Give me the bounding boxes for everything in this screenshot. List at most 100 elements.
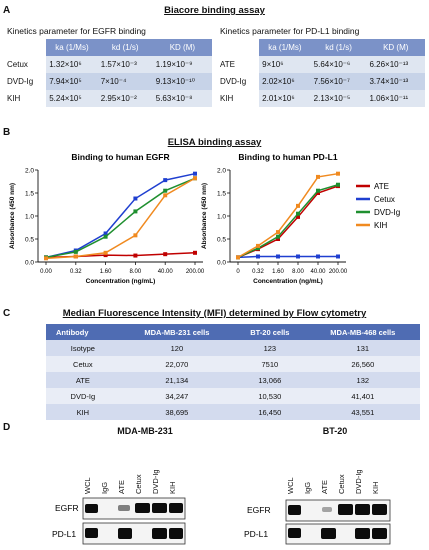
- data-point: [103, 250, 108, 255]
- band: [169, 528, 183, 539]
- y-tick-label: 2.0: [217, 168, 226, 175]
- lane-label: DVD-Ig: [151, 469, 160, 494]
- table-cell: 2.13×10⁻⁵: [310, 90, 367, 107]
- table-cell: 2.95×10⁻²: [97, 90, 153, 107]
- table-row: Isotype 120 123 131: [46, 340, 420, 356]
- pdl1-kinetics-table: Kinetics parameter for PD-L1 binding ka …: [217, 22, 425, 107]
- band: [152, 528, 167, 539]
- table-cell: 10,530: [234, 388, 306, 404]
- data-point: [73, 254, 78, 259]
- col-header: MDA-MB-468 cells: [305, 324, 420, 340]
- col-header: KD (M): [366, 39, 425, 56]
- table-cell: 13,066: [234, 372, 306, 388]
- table-cell: 7.94×10⁵: [46, 73, 98, 90]
- table-cell: 2.02×10⁶: [259, 73, 311, 90]
- lane-label: ATE: [117, 480, 126, 494]
- chart-title: Binding to human EGFR: [71, 152, 169, 162]
- table-cell: 132: [305, 372, 420, 388]
- y-axis-label: Absorbance (450 nm): [201, 183, 208, 249]
- lane-label: KIH: [168, 481, 177, 494]
- band: [372, 528, 387, 539]
- x-tick-label: 8.00: [130, 269, 142, 275]
- table-cell: 123: [234, 340, 306, 356]
- band: [288, 528, 301, 538]
- x-tick-label: 0.00: [40, 269, 52, 275]
- chart-title: Binding to human PD-L1: [238, 152, 337, 162]
- data-point: [296, 211, 300, 216]
- row-label: PD-L1: [52, 529, 76, 539]
- blot-title: BT-20: [322, 426, 348, 436]
- y-tick-label: 0.5: [25, 237, 34, 244]
- table-cell: 131: [305, 340, 420, 356]
- x-tick-label: 0.32: [70, 269, 82, 275]
- western-blot-bt-20: WCL IgG ATE Cetux DVD-Ig KIH EGFR PD-L1: [244, 469, 391, 545]
- table-cell: 9×10⁶: [259, 56, 311, 73]
- legend-label: ATE: [374, 182, 389, 191]
- panel-c-label: C: [3, 308, 11, 319]
- y-tick-label: 1.5: [25, 191, 34, 198]
- legend-label: DVD-Ig: [374, 208, 400, 217]
- data-point: [316, 254, 320, 259]
- data-point: [163, 188, 168, 193]
- x-tick-label: 1.60: [100, 269, 112, 275]
- x-tick-label: 0: [236, 269, 240, 275]
- table-cell: 5.64×10⁻⁶: [310, 56, 367, 73]
- lane-label: DVD-Ig: [354, 469, 363, 494]
- data-point: [133, 196, 138, 201]
- x-axis-label: Concentration (ng/mL): [86, 278, 156, 285]
- x-tick-label: 40.00: [158, 269, 174, 275]
- y-tick-label: 1.0: [25, 214, 34, 221]
- row-label: Cetux: [4, 56, 47, 73]
- data-point: [276, 230, 280, 235]
- table-row: DVD-Ig 34,247 10,530 41,401: [46, 388, 420, 404]
- table-cell: KIH: [46, 404, 120, 420]
- data-point: [336, 171, 340, 176]
- elisa-charts: Binding to human EGFR0.00.51.01.52.00.00…: [9, 152, 400, 285]
- data-point: [296, 203, 300, 208]
- table-row: KIH 38,695 16,450 43,551: [46, 404, 420, 420]
- data-point: [193, 176, 197, 181]
- band: [322, 507, 332, 512]
- table-cell: 7×10⁻⁴: [97, 73, 153, 90]
- row-label: KIH: [217, 90, 260, 107]
- table-cell: 5.24×10⁵: [46, 90, 98, 107]
- table-cell: 1.57×10⁻³: [97, 56, 153, 73]
- lane-label: IgG: [303, 482, 312, 494]
- lane-label: Cetux: [337, 474, 346, 494]
- series-line-ate: [237, 185, 339, 259]
- table-cell: 26,560: [305, 356, 420, 372]
- table-cell: 22,070: [119, 356, 235, 372]
- table-cell: DVD-Ig: [46, 388, 120, 404]
- table-cell: 120: [119, 340, 235, 356]
- band: [288, 505, 301, 515]
- col-header: KD (M): [152, 39, 212, 56]
- table-cell: 21,134: [119, 372, 235, 388]
- data-point: [44, 256, 48, 261]
- panel-b-label: B: [3, 127, 11, 138]
- series-line-dvd-ig: [45, 177, 196, 259]
- x-axis-label: Concentration (ng/mL): [253, 278, 323, 285]
- data-point: [256, 246, 260, 251]
- row-label: DVD-Ig: [217, 73, 260, 90]
- table-cell: 3.74×10⁻¹³: [366, 73, 425, 90]
- data-point: [133, 209, 138, 214]
- data-point: [276, 237, 280, 241]
- row-label: EGFR: [247, 505, 271, 515]
- band: [169, 503, 183, 513]
- col-header: BT-20 cells: [234, 324, 306, 340]
- lane-label: ATE: [320, 480, 329, 494]
- legend-label: KIH: [374, 221, 388, 230]
- table-cell: 1.19×10⁻⁹: [152, 56, 212, 73]
- band: [321, 528, 336, 539]
- panel-a-label: A: [3, 5, 11, 16]
- x-tick-label: 1.60: [272, 269, 284, 275]
- data-point: [103, 234, 108, 239]
- table-row: ATE 9×10⁶ 5.64×10⁻⁶ 6.26×10⁻¹³: [217, 56, 425, 73]
- data-point: [256, 254, 260, 259]
- x-tick-label: 0.32: [252, 269, 264, 275]
- band: [152, 503, 167, 513]
- y-tick-label: 1.0: [217, 214, 226, 221]
- data-point: [316, 191, 320, 195]
- table-cell: 43,551: [305, 404, 420, 420]
- data-point: [316, 174, 320, 179]
